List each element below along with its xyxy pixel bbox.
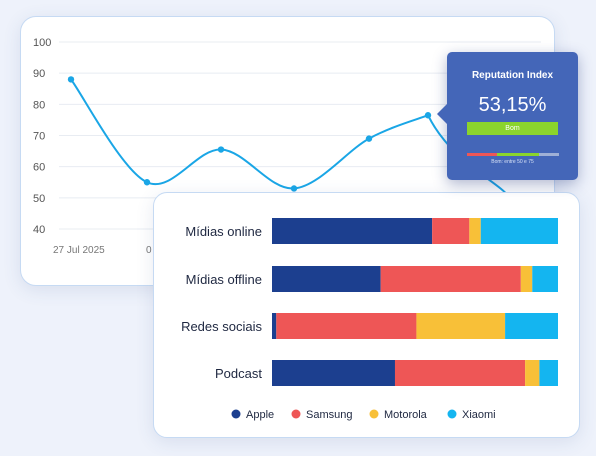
- category-label: Podcast: [215, 366, 262, 381]
- legend-marker: [291, 409, 301, 419]
- bar-segment-apple: [272, 313, 277, 339]
- category-label: Mídias offline: [186, 272, 262, 287]
- data-point: [143, 179, 151, 186]
- category-label: Redes sociais: [181, 319, 262, 334]
- data-point: [290, 185, 298, 192]
- x-tick-label: 0: [146, 245, 152, 256]
- legend-label: Motorola: [384, 409, 428, 421]
- tooltip-status-badge: Bom: [467, 122, 558, 135]
- legend-label: Apple: [246, 409, 274, 421]
- legend-marker: [231, 409, 241, 419]
- stacked-bar-chart: Mídias online Mídias offline Redes sociais…: [181, 218, 558, 421]
- bar-segment-samsung: [380, 266, 521, 292]
- bar-segment-samsung: [276, 313, 417, 339]
- line-series: [70, 78, 429, 190]
- tooltip-note: Bom: entre 50 e 75: [491, 159, 534, 165]
- bar-segment-apple: [272, 266, 381, 292]
- tooltip-pointer: [437, 104, 447, 124]
- category-label: Mídias online: [185, 224, 262, 239]
- bar-segment-motorola: [469, 218, 481, 244]
- tooltip-value: 53,15%: [478, 94, 547, 116]
- bar-segment-samsung: [432, 218, 470, 244]
- tooltip-range-bar: [467, 153, 559, 156]
- data-point: [365, 135, 373, 142]
- x-tick-label: 27 Jul 2025: [53, 245, 105, 256]
- bar-segment-xiaomi: [480, 218, 558, 244]
- y-tick-label: 70: [33, 131, 45, 143]
- y-tick-label: 80: [33, 99, 45, 111]
- y-tick-label: 60: [33, 162, 45, 174]
- bar-segment-apple: [272, 218, 433, 244]
- legend-label: Xiaomi: [462, 409, 496, 421]
- bar-segment-xiaomi: [532, 266, 558, 292]
- bar-segment-xiaomi: [539, 360, 558, 386]
- tooltip-title: Reputation Index: [471, 70, 554, 81]
- reputation-tooltip: Reputation Index 53,15% Bom Bom: entre 5…: [437, 52, 578, 180]
- bar-segment-samsung: [394, 360, 526, 386]
- y-tick-label: 100: [33, 37, 51, 49]
- bar-segment-apple: [272, 360, 395, 386]
- bar-segment-motorola: [520, 266, 533, 292]
- bar-segment-xiaomi: [505, 313, 558, 339]
- y-tick-label: 50: [33, 193, 45, 205]
- bar-segment-motorola: [525, 360, 540, 386]
- y-tick-label: 40: [33, 224, 45, 236]
- legend-marker: [447, 409, 457, 419]
- line-chart: 100 90 80 70 60 50 40 27 Jul 2025 0: [33, 37, 541, 256]
- data-point: [217, 146, 225, 153]
- legend-marker: [369, 409, 379, 419]
- legend-label: Samsung: [306, 409, 352, 421]
- data-point: [67, 76, 75, 83]
- y-tick-label: 90: [33, 68, 45, 80]
- bar-chart-card: Mídias online Mídias offline Redes sociais…: [153, 192, 580, 438]
- bar-segment-motorola: [416, 313, 506, 339]
